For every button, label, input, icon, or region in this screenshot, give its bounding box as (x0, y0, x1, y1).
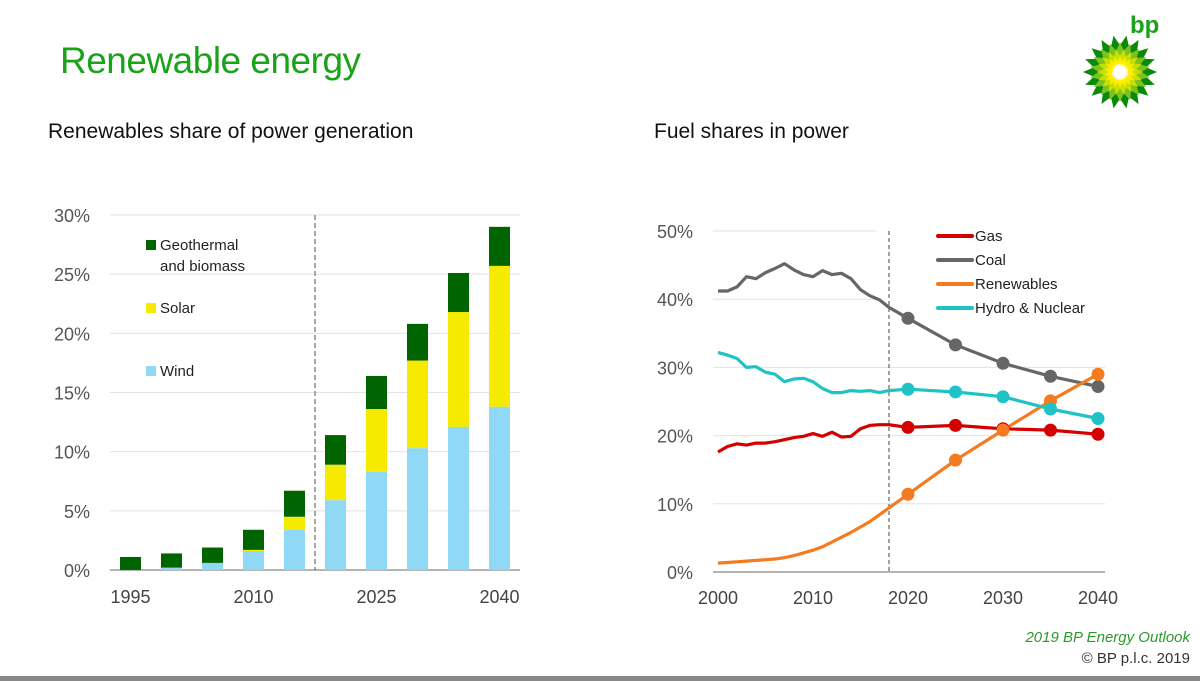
legend-swatch-geo (146, 240, 156, 250)
y-tick-label: 40% (657, 290, 693, 310)
footer-copyright: © BP p.l.c. 2019 (1081, 650, 1190, 667)
y-tick-label: 20% (657, 427, 693, 447)
point-coal-2035 (1044, 369, 1057, 383)
bar-solar-2030 (407, 360, 428, 449)
point-gas-2025 (949, 418, 962, 432)
x-tick-label: 2025 (356, 587, 396, 607)
y-tick-label: 50% (657, 222, 693, 242)
bar-geo-1995 (120, 556, 141, 570)
renewables-share-chart: 0% 5% 10% 15% 20% 25% 30% 1995 2010 2025 2040 Geoth… (54, 206, 520, 607)
point-hydro-2040 (1091, 412, 1105, 426)
bar-solar-2020 (325, 464, 346, 501)
x-tick-label: 2020 (888, 588, 928, 608)
left-chart-title: Renewables share of power generation (48, 120, 414, 143)
bar-geo-2000 (161, 553, 182, 568)
bar-geo-2005 (202, 547, 223, 563)
bar-geo-2040 (489, 226, 510, 266)
right-chart-title: Fuel shares in power (654, 120, 849, 143)
bp-logo-text: bp (1130, 12, 1159, 39)
point-hydro-2030 (996, 390, 1010, 404)
fuel-shares-chart: 0% 10% 20% 30% 40% 50% 2000 2010 2020 2030 2040 Gas… (657, 222, 1118, 608)
bar-wind-2025 (366, 471, 387, 570)
x-tick-label: 2010 (233, 587, 273, 607)
x-tick-label: 2040 (479, 587, 519, 607)
x-tick-label: 2030 (983, 588, 1023, 608)
y-tick-label: 5% (64, 502, 90, 522)
bar-wind-2010 (243, 551, 264, 570)
bar-wind-2015 (284, 529, 305, 570)
bar-wind-2030 (407, 448, 428, 570)
point-hydro-2035 (1044, 402, 1057, 416)
bar-solar-2015 (284, 516, 305, 530)
bar-geo-2025 (366, 375, 387, 410)
y-tick-label: 10% (54, 443, 90, 463)
bar-wind-2000 (161, 567, 182, 570)
legend-swatch-wind (146, 366, 156, 376)
point-gas-2035 (1044, 423, 1057, 437)
logo-petal-ring (1111, 63, 1129, 81)
legend-swatch-solar (146, 303, 156, 313)
x-tick-label: 2040 (1078, 588, 1118, 608)
line-hydro (717, 350, 1099, 421)
legend-label: Geothermal (160, 237, 238, 254)
y-tick-label: 0% (667, 563, 693, 583)
y-tick-label: 10% (657, 495, 693, 515)
y-tick-label: 0% (64, 561, 90, 581)
bar-wind-2005 (202, 562, 223, 570)
bottom-bar (0, 676, 1200, 681)
page-title: Renewable energy (60, 40, 361, 81)
bar-geo-2030 (407, 323, 428, 361)
legend-label: and biomass (160, 258, 245, 275)
bar-geo-2010 (243, 529, 264, 550)
point-hydro-2020 (901, 382, 915, 396)
legend-label: Solar (160, 300, 195, 317)
legend-label: Gas (975, 228, 1003, 245)
y-tick-label: 30% (54, 206, 90, 226)
x-tick-label: 1995 (110, 587, 150, 607)
bar-wind-2035 (448, 426, 469, 570)
point-hydro-2025 (949, 385, 962, 399)
legend-label: Coal (975, 252, 1006, 269)
y-tick-label: 20% (54, 324, 90, 344)
y-tick-label: 15% (54, 384, 90, 404)
y-tick-label: 25% (54, 265, 90, 285)
x-tick-label: 2010 (793, 588, 833, 608)
y-tick-label: 30% (657, 358, 693, 378)
bar-geo-2020 (325, 435, 346, 465)
point-renewables-2020 (901, 487, 915, 501)
legend-label: Renewables (975, 276, 1058, 293)
line-gas (717, 423, 1099, 454)
bar-solar-2025 (366, 409, 387, 472)
bar-solar-2035 (448, 312, 469, 427)
point-renewables-2025 (949, 453, 962, 467)
line-coal (718, 262, 1099, 389)
footer-source: 2019 BP Energy Outlook (1025, 629, 1190, 646)
line-renewables (717, 372, 1099, 565)
legend-label: Hydro & Nuclear (975, 300, 1085, 317)
point-coal-2020 (901, 311, 915, 325)
point-coal-2025 (949, 338, 962, 352)
point-renewables-2030 (996, 423, 1010, 437)
point-gas-2020 (901, 420, 915, 434)
bar-solar-2010 (243, 549, 264, 552)
point-gas-2040 (1091, 427, 1105, 441)
legend-label: Wind (160, 363, 194, 380)
bar-geo-2035 (448, 272, 469, 313)
bar-solar-2040 (489, 265, 510, 407)
bp-logo: bp (1083, 12, 1159, 109)
bar-wind-2020 (325, 500, 346, 570)
bar-geo-2015 (284, 490, 305, 517)
x-tick-label: 2000 (698, 588, 738, 608)
point-coal-2030 (996, 356, 1010, 370)
point-renewables-2040 (1091, 367, 1105, 381)
point-coal-2040 (1091, 379, 1105, 393)
bar-wind-2040 (489, 406, 510, 570)
